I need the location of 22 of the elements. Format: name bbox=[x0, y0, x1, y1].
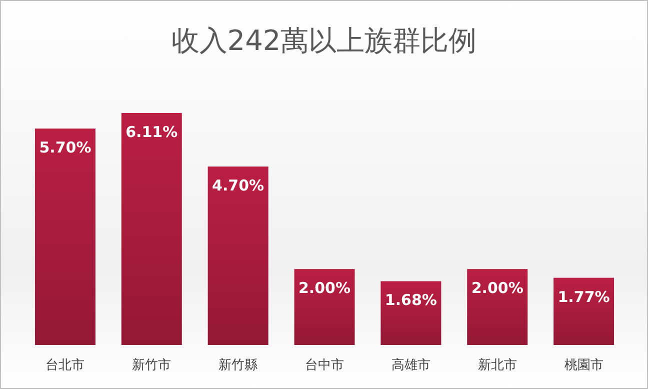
x-tick-label: 新北市 bbox=[478, 358, 517, 373]
bar bbox=[380, 281, 442, 345]
data-label: 1.77% bbox=[558, 288, 610, 306]
bar bbox=[121, 113, 182, 345]
x-tick-label: 高雄市 bbox=[391, 357, 430, 373]
data-label: 4.70% bbox=[212, 176, 264, 195]
bar bbox=[208, 166, 268, 345]
data-label: 5.70% bbox=[39, 138, 92, 157]
bar bbox=[294, 269, 355, 345]
data-label: 2.00% bbox=[298, 279, 351, 298]
bar bbox=[34, 128, 96, 345]
x-tick-label: 台北市 bbox=[46, 358, 85, 373]
data-label: 1.68% bbox=[384, 291, 437, 310]
x-tick-label: 新竹市 bbox=[132, 358, 172, 373]
bar bbox=[554, 278, 614, 345]
x-tick-label: 新竹縣 bbox=[218, 358, 258, 373]
chart-title: 收入242萬以上族群比例 bbox=[171, 24, 477, 57]
x-tick-label: 台中市 bbox=[305, 358, 344, 373]
bar bbox=[467, 269, 528, 345]
data-label: 2.00% bbox=[471, 279, 524, 298]
x-tick-label: 桃園市 bbox=[564, 358, 604, 373]
data-label: 6.11% bbox=[126, 123, 178, 141]
